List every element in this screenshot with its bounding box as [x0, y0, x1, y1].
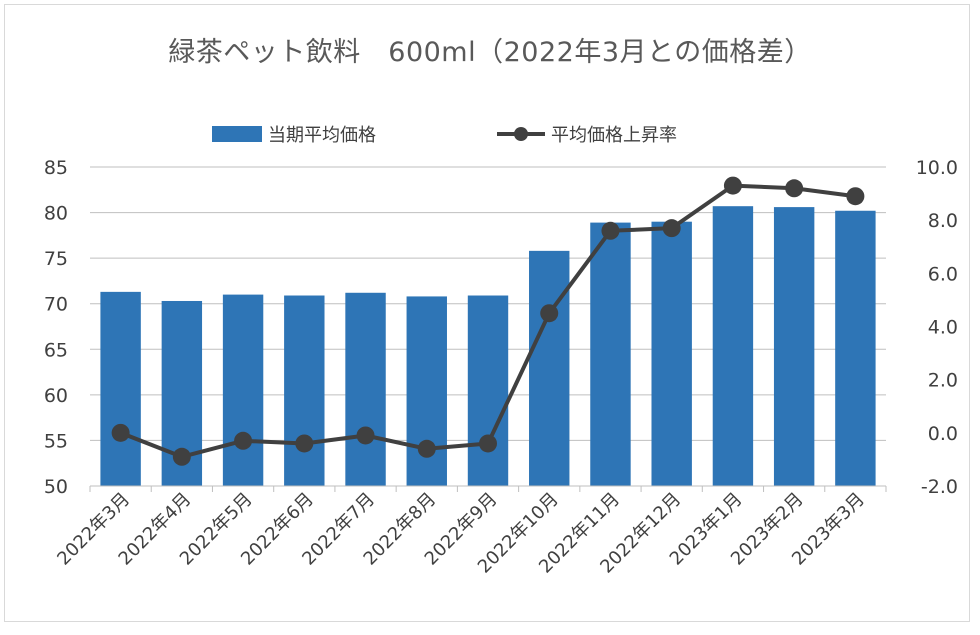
- y-axis-left: 50 55 60 65 70 75 80 85: [44, 157, 68, 498]
- legend-bar-swatch: [212, 126, 262, 142]
- y-left-tick-label: 60: [44, 385, 68, 407]
- line-marker: [723, 176, 742, 195]
- y-left-tick-label: 50: [44, 476, 68, 498]
- y-left-tick-label: 55: [44, 430, 68, 452]
- bar: [835, 210, 876, 486]
- line-series: [111, 176, 865, 466]
- y-right-tick-label: -2.0: [921, 476, 958, 498]
- line-marker: [479, 434, 497, 453]
- bar: [529, 250, 570, 486]
- y-left-tick-label: 65: [44, 339, 68, 361]
- y-left-tick-label: 75: [44, 248, 68, 270]
- line-marker: [662, 219, 681, 238]
- bar: [222, 294, 264, 486]
- y-axis-right: -2.0 0.0 2.0 4.0 6.0 8.0 10.0: [916, 157, 958, 498]
- line-marker: [601, 221, 620, 240]
- line-marker: [295, 434, 314, 453]
- x-axis: [89, 485, 887, 492]
- bar-series: [100, 206, 876, 487]
- x-tick-labels: 2022年3月2022年4月2022年5月2022年6月2022年7月2022年…: [53, 489, 869, 578]
- y-left-tick-label: 70: [44, 294, 68, 316]
- legend-line-label: 平均価格上昇率: [551, 125, 677, 146]
- bar: [284, 295, 325, 486]
- bar: [345, 292, 386, 486]
- legend: 当期平均価格 平均価格上昇率: [212, 125, 677, 146]
- y-right-tick-label: 8.0: [928, 210, 958, 232]
- line-marker: [417, 439, 436, 458]
- y-right-tick-label: 0.0: [928, 423, 958, 445]
- bar: [590, 222, 631, 486]
- line-marker: [111, 423, 130, 442]
- line-marker: [172, 447, 191, 466]
- y-right-tick-label: 4.0: [928, 317, 958, 339]
- bar: [651, 221, 692, 486]
- y-right-tick-label: 2.0: [928, 370, 958, 392]
- line-marker: [785, 179, 804, 198]
- line-marker: [540, 304, 559, 323]
- chart-title: 緑茶ペット飲料 600ml（2022年3月との価格差）: [168, 37, 812, 68]
- legend-bar-label: 当期平均価格: [268, 125, 376, 146]
- y-right-tick-label: 6.0: [928, 263, 958, 285]
- bar: [100, 291, 141, 486]
- bar: [773, 207, 815, 487]
- y-left-tick-label: 85: [44, 157, 68, 179]
- y-left-tick-label: 80: [44, 203, 68, 225]
- line-marker: [356, 426, 375, 445]
- legend-line-marker: [514, 127, 528, 141]
- bar: [712, 206, 754, 487]
- y-right-tick-label: 10.0: [916, 157, 958, 179]
- line-marker: [234, 431, 253, 450]
- line-marker: [846, 187, 865, 206]
- bar: [467, 295, 509, 486]
